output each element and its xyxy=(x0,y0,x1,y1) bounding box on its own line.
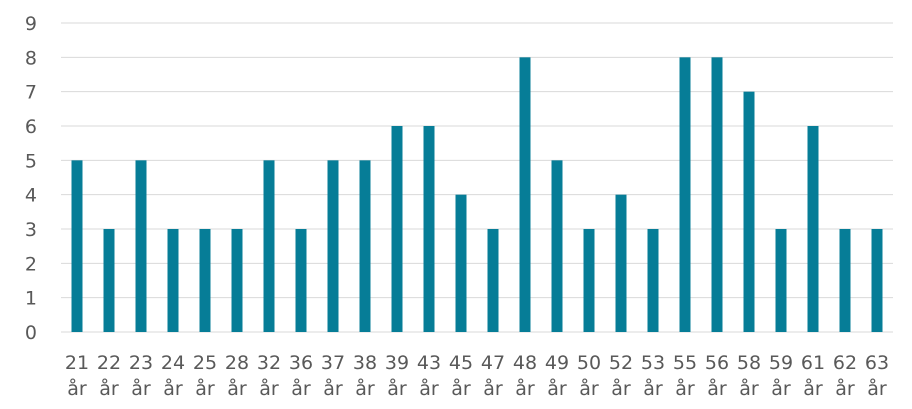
x-tick-label-age: 53 xyxy=(641,352,665,374)
x-tick-label-unit: år xyxy=(67,377,87,400)
x-tick-label-age: 49 xyxy=(545,352,569,374)
x-tick-label-age: 52 xyxy=(609,352,633,374)
bar xyxy=(871,229,883,332)
x-tick-label-unit: år xyxy=(163,377,183,400)
x-tick-label-age: 21 xyxy=(65,352,89,374)
x-tick-label-age: 38 xyxy=(353,352,377,374)
x-tick-label-age: 59 xyxy=(769,352,793,374)
x-tick-label-unit: år xyxy=(259,377,279,400)
bar xyxy=(199,229,211,332)
bar xyxy=(167,229,179,332)
bar xyxy=(263,160,275,332)
bar xyxy=(487,229,499,332)
x-tick-label-age: 50 xyxy=(577,352,601,374)
bar xyxy=(679,57,691,332)
y-tick-label: 8 xyxy=(25,47,37,69)
x-tick-label-unit: år xyxy=(227,377,247,400)
y-tick-label: 5 xyxy=(25,150,37,172)
x-tick-label-age: 48 xyxy=(513,352,537,374)
y-tick-label: 0 xyxy=(25,322,37,344)
x-tick-label-unit: år xyxy=(611,377,631,400)
x-tick-label-age: 22 xyxy=(97,352,121,374)
x-tick-label-unit: år xyxy=(387,377,407,400)
x-tick-label-unit: år xyxy=(739,377,759,400)
x-tick-label-unit: år xyxy=(323,377,343,400)
bar xyxy=(135,160,147,332)
bar xyxy=(647,229,659,332)
bar xyxy=(359,160,371,332)
y-tick-label: 1 xyxy=(25,288,37,310)
x-tick-label-unit: år xyxy=(803,377,823,400)
x-tick-label-age: 39 xyxy=(385,352,409,374)
y-axis-ticks: 0 1 2 3 4 5 6 7 8 9 xyxy=(25,13,37,344)
bar xyxy=(71,160,83,332)
bar xyxy=(391,126,403,332)
x-tick-label-unit: år xyxy=(835,377,855,400)
bar xyxy=(839,229,851,332)
bar xyxy=(583,229,595,332)
x-tick-label-unit: år xyxy=(867,377,887,400)
x-tick-label-age: 23 xyxy=(129,352,153,374)
bar xyxy=(231,229,243,332)
x-axis-ticks: 21 år 22 år 23 år 24 år 25 år 28 år 32 år 36 år 37 år 38 år… xyxy=(65,352,889,400)
x-tick-label-age: 43 xyxy=(417,352,441,374)
gridlines xyxy=(61,22,893,333)
x-tick-label-unit: år xyxy=(419,377,439,400)
bar xyxy=(295,229,307,332)
x-tick-label-unit: år xyxy=(771,377,791,400)
x-tick-label-age: 37 xyxy=(321,352,345,374)
x-tick-label-unit: år xyxy=(579,377,599,400)
x-tick-label-unit: år xyxy=(195,377,215,400)
bar xyxy=(423,126,435,332)
x-tick-label-unit: år xyxy=(675,377,695,400)
y-tick-label: 3 xyxy=(25,219,37,241)
x-tick-label-unit: år xyxy=(547,377,567,400)
x-tick-label-unit: år xyxy=(131,377,151,400)
bar xyxy=(711,57,723,332)
bar xyxy=(327,160,339,332)
bar xyxy=(455,194,467,332)
x-tick-label-age: 24 xyxy=(161,352,185,374)
y-tick-label: 7 xyxy=(25,82,37,104)
x-tick-label-unit: år xyxy=(291,377,311,400)
y-tick-label: 4 xyxy=(25,185,37,207)
bar xyxy=(103,229,115,332)
bar xyxy=(807,126,819,332)
y-tick-label: 6 xyxy=(25,116,37,138)
x-tick-label-unit: år xyxy=(99,377,119,400)
bar xyxy=(743,91,755,333)
x-tick-label-unit: år xyxy=(643,377,663,400)
x-tick-label-unit: år xyxy=(355,377,375,400)
x-tick-label-unit: år xyxy=(451,377,471,400)
x-tick-label-age: 58 xyxy=(737,352,761,374)
y-tick-label: 2 xyxy=(25,253,37,275)
x-tick-label-age: 56 xyxy=(705,352,729,374)
x-tick-label-age: 61 xyxy=(801,352,825,374)
x-tick-label-age: 55 xyxy=(673,352,697,374)
x-tick-label-age: 25 xyxy=(193,352,217,374)
y-tick-label: 9 xyxy=(25,13,37,35)
bar xyxy=(519,57,531,332)
bar xyxy=(775,229,787,332)
bars xyxy=(71,57,883,333)
bar xyxy=(551,160,563,332)
x-tick-label-age: 63 xyxy=(865,352,889,374)
x-tick-label-unit: år xyxy=(515,377,535,400)
x-tick-label-age: 62 xyxy=(833,352,857,374)
x-tick-label-age: 32 xyxy=(257,352,281,374)
x-tick-label-unit: år xyxy=(707,377,727,400)
x-tick-label-age: 36 xyxy=(289,352,313,374)
x-tick-label-age: 45 xyxy=(449,352,473,374)
x-tick-label-unit: år xyxy=(483,377,503,400)
x-tick-label-age: 28 xyxy=(225,352,249,374)
bar xyxy=(615,194,627,332)
x-tick-label-age: 47 xyxy=(481,352,505,374)
